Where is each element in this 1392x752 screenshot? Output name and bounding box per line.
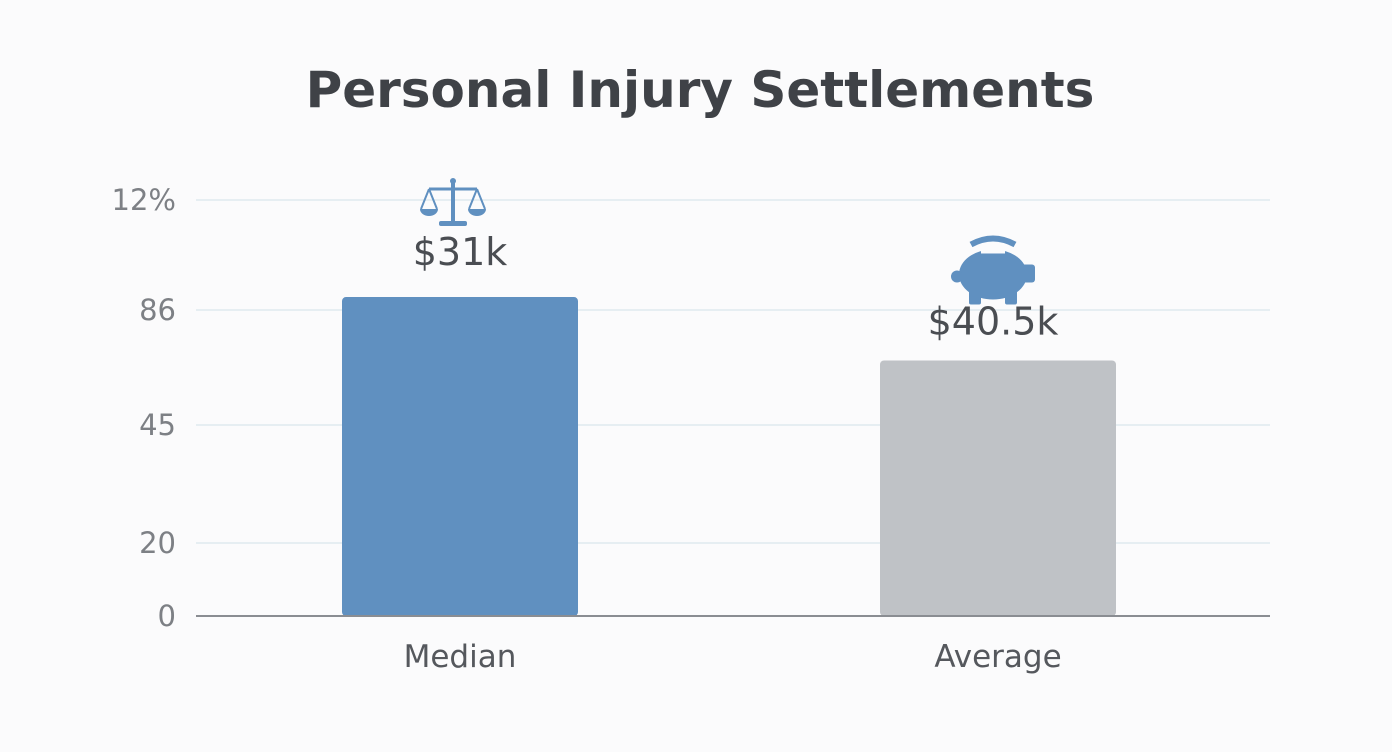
- piggy-bank-icon: [951, 235, 1035, 305]
- bar-average: [880, 360, 1116, 616]
- x-category-label: Average: [934, 639, 1061, 675]
- labels: Median $31k Average $40.5k: [404, 178, 1062, 675]
- y-tick-label: 20: [139, 526, 176, 560]
- y-tick-label: 86: [139, 293, 176, 327]
- data-label: $40.5k: [928, 299, 1059, 343]
- x-category-label: Median: [404, 639, 517, 675]
- y-tick-label: 45: [139, 408, 176, 442]
- bar-median: [342, 297, 578, 616]
- scales-of-justice-icon: [420, 178, 486, 227]
- y-axis-ticks: 0 20 45 86 12%: [112, 183, 176, 633]
- y-tick-label: 12%: [112, 183, 176, 217]
- bars: [342, 297, 1116, 616]
- chart-title: Personal Injury Settlements: [306, 61, 1095, 119]
- y-tick-label: 0: [158, 599, 176, 633]
- data-label: $31k: [413, 230, 508, 274]
